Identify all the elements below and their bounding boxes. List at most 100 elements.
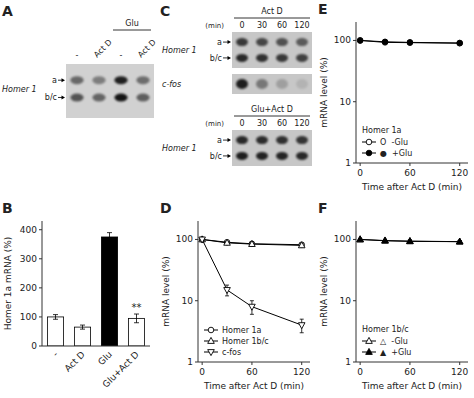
error-cap: [53, 314, 58, 315]
gel-band: [296, 38, 308, 46]
marker: [224, 239, 231, 245]
error-cap: [250, 300, 254, 301]
arrow-shaft: [223, 155, 228, 156]
band-label: b/c: [210, 54, 222, 63]
series-line: [202, 239, 302, 325]
y-axis: [356, 22, 357, 163]
tick-label: 1: [345, 357, 351, 367]
marker: [199, 237, 206, 243]
unit-label: (min): [205, 120, 224, 128]
tick: [409, 163, 410, 166]
legend-marker: [366, 348, 373, 354]
gel-band: [236, 136, 248, 144]
gel-band: [114, 93, 127, 101]
axis-label: Homer 1a mRNA (%): [3, 237, 13, 331]
legend-label: Homer 1a: [222, 326, 262, 335]
group-label: Glu: [125, 19, 139, 28]
tick: [353, 101, 356, 102]
arrow-shaft: [58, 80, 62, 81]
unit-label: (min): [205, 22, 224, 30]
gel-band: [256, 38, 268, 46]
tick: [195, 300, 198, 301]
gel-band: [236, 79, 248, 89]
time-label: 30: [257, 21, 267, 30]
arrow-shaft: [223, 140, 228, 141]
marker: [249, 240, 256, 246]
x-axis: [356, 362, 468, 363]
tick: [353, 40, 356, 41]
bar: [74, 327, 90, 346]
bar-chart: B-Act DGluGlu+Act D0100200300400Homer 1a…: [2, 200, 150, 390]
tick: [459, 362, 460, 365]
marker: [224, 288, 231, 294]
tick-label: 1: [187, 357, 193, 367]
tick: [39, 229, 42, 230]
arrow-head: [228, 154, 232, 158]
lane-label: Act D: [92, 38, 114, 60]
panel-letter: D: [160, 200, 172, 216]
tick-label: 0: [199, 367, 205, 377]
error-line: [136, 314, 137, 323]
x-axis: [42, 346, 150, 347]
tick-label: 60: [404, 367, 416, 377]
band-label: b/c: [210, 152, 222, 161]
tick-label: 300: [20, 254, 37, 264]
arrow-head: [228, 56, 232, 60]
legend-marker: [208, 337, 215, 343]
gel-band: [276, 38, 288, 46]
time-label: 30: [257, 119, 267, 128]
tick-label: 60: [404, 168, 416, 178]
time-label: 60: [277, 119, 287, 128]
panel-letter: C: [160, 3, 170, 19]
y-axis: [42, 221, 43, 346]
band-label: a: [52, 76, 57, 85]
tick: [409, 362, 410, 365]
gel-band: [296, 152, 308, 160]
tick: [353, 300, 356, 301]
marker: [299, 242, 305, 248]
axis-label: mRNA level (%): [319, 57, 329, 128]
tick-label: 0: [31, 341, 37, 351]
tick-label: 120: [451, 168, 468, 178]
time-label: 120: [294, 21, 309, 30]
gel-band: [256, 79, 268, 89]
time-label: 0: [239, 119, 244, 128]
tick-label: 1: [345, 158, 351, 168]
error-cap: [225, 295, 229, 296]
error-cap: [134, 322, 139, 323]
gel-band: [236, 54, 248, 62]
band-label: b/c: [45, 93, 57, 102]
tick: [353, 362, 356, 363]
marker: [357, 38, 363, 44]
tick: [360, 163, 361, 166]
arrow-head: [62, 95, 66, 99]
error-bar: [134, 314, 139, 323]
tick: [459, 163, 460, 166]
group-rule: [113, 30, 151, 31]
marker: [457, 40, 463, 46]
gel-background: [232, 130, 312, 166]
marks: [199, 236, 305, 333]
gel-band: [92, 93, 105, 101]
error-bar: [80, 325, 85, 329]
x-axis: [198, 362, 310, 363]
legend-label: ● +Glu: [380, 149, 412, 158]
condition-label: Act D: [261, 7, 283, 16]
band-label: a: [217, 38, 222, 47]
time-label: 0: [239, 21, 244, 30]
x-axis: [356, 163, 468, 164]
arrow-head: [228, 138, 232, 142]
gel-band: [256, 136, 268, 144]
axis-label: Time after Act D (min): [361, 182, 462, 192]
time-label: 120: [294, 119, 309, 128]
tick: [353, 239, 356, 240]
legend-label: △ -Glu: [380, 337, 408, 346]
arrow-shaft: [58, 97, 62, 98]
tick: [39, 346, 42, 347]
gel-band: [276, 136, 288, 144]
axis-label: Time after Act D (min): [203, 381, 304, 391]
line-chart: D110100060120Time after Act D (min)mRNA …: [160, 200, 311, 391]
gel-band: [92, 76, 105, 84]
error-bar: [53, 315, 58, 320]
header-rule: [234, 18, 310, 19]
